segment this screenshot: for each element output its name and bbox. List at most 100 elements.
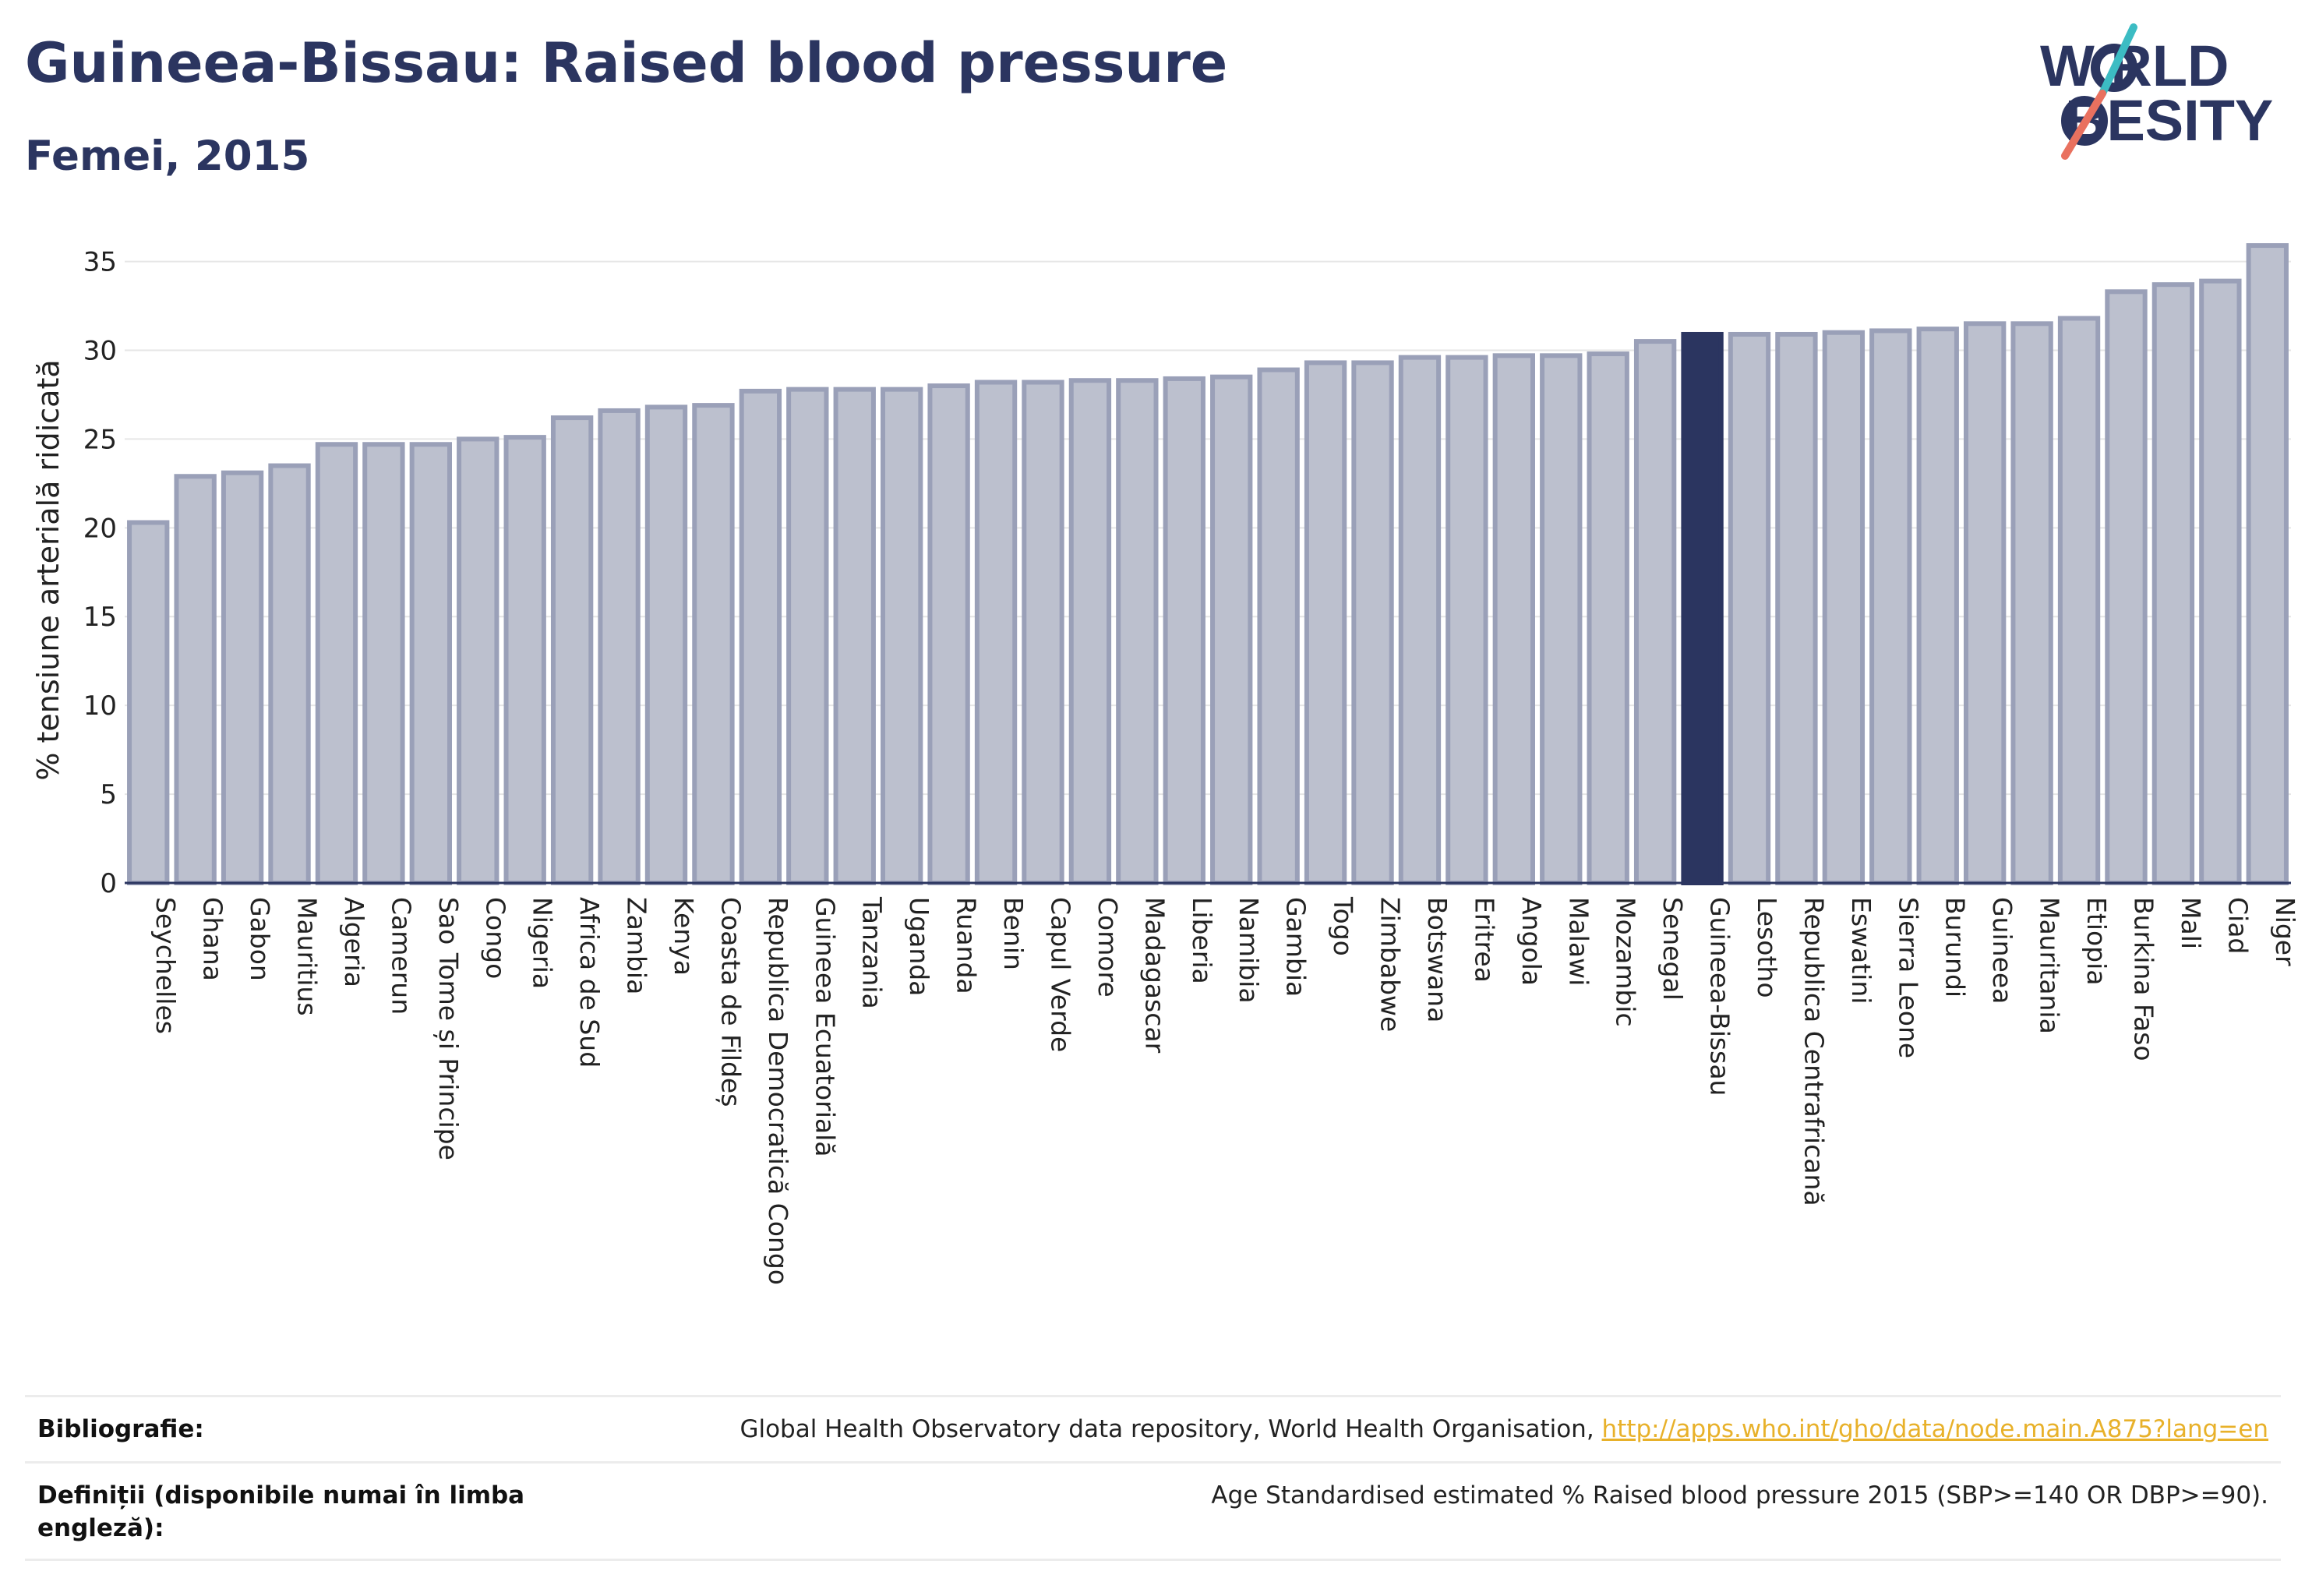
x-tick-label: Mali — [2176, 897, 2206, 949]
x-tick-label: Lesotho — [1752, 897, 1782, 998]
bar — [174, 474, 217, 885]
bar — [1210, 374, 1253, 885]
y-tick-label: 10 — [83, 690, 117, 722]
bar — [927, 383, 970, 885]
x-tick-label: Benin — [998, 897, 1029, 970]
bar — [1587, 351, 1629, 886]
bar — [2246, 243, 2289, 886]
bar — [1728, 331, 1771, 885]
y-tick-label: 15 — [83, 602, 117, 633]
x-tick-label: Ruanda — [951, 897, 982, 994]
x-tick-label: Mauritania — [2035, 897, 2065, 1034]
bar — [833, 387, 876, 885]
world-obesity-logo: W RLD BESITY — [2040, 23, 2273, 160]
bibliography-link[interactable]: http://apps.who.int/gho/data/node.main.A… — [1601, 1415, 2268, 1443]
bibliography-value: Global Health Observatory data repositor… — [740, 1413, 2268, 1446]
bar — [1304, 360, 1347, 886]
bar — [1445, 355, 1488, 886]
footer: Bibliografie: Global Health Observatory … — [25, 1395, 2281, 1561]
bar — [127, 520, 170, 885]
x-tick-label: Burkina Faso — [2128, 897, 2159, 1061]
x-tick-label: Camerun — [386, 897, 416, 1015]
bar — [2199, 278, 2242, 886]
bar — [1869, 328, 1912, 885]
bar — [315, 442, 358, 885]
x-axis-labels: Seychelles Ghana Gabon Mauritius Algeria Came… — [150, 896, 2300, 1285]
bibliography-row: Bibliografie: Global Health Observatory … — [25, 1395, 2281, 1461]
x-tick-label: Ciad — [2222, 897, 2253, 954]
bibliography-label: Bibliografie: — [37, 1415, 204, 1443]
bar — [2151, 282, 2195, 886]
x-tick-label: Mauritius — [292, 897, 323, 1016]
x-tick-label: Madagascar — [1139, 897, 1170, 1054]
bar — [739, 388, 782, 886]
x-tick-label: Republica Centrafricană — [1798, 897, 1829, 1206]
x-tick-label: Guineea-Bissau — [1705, 897, 1735, 1096]
x-tick-label: Guineea Ecuatorială — [810, 897, 840, 1157]
x-tick-label: Botswana — [1422, 897, 1453, 1022]
x-tick-label: Coasta de Fildeș — [715, 897, 746, 1107]
x-tick-label: Tanzania — [857, 896, 888, 1009]
x-tick-label: Senegal — [1657, 897, 1688, 1001]
x-tick-label: Zambia — [622, 897, 652, 994]
bar — [457, 436, 499, 885]
bar — [1964, 321, 2007, 886]
x-tick-label: Nigeria — [528, 897, 558, 989]
x-tick-label: Kenya — [669, 897, 699, 976]
bar — [409, 442, 452, 885]
x-tick-label: Algeria — [339, 897, 369, 987]
y-tick-label: 35 — [83, 247, 117, 278]
x-tick-label: Gambia — [1281, 897, 1311, 997]
bar — [598, 408, 641, 885]
bars — [127, 243, 2289, 886]
bar — [2057, 316, 2101, 886]
x-tick-label: Angola — [1516, 897, 1547, 986]
definitions-label: Definiții (disponibile numai în limba en… — [37, 1481, 525, 1542]
y-axis-ticks: 0 5 10 15 20 25 30 35 — [83, 247, 117, 899]
bar — [1633, 339, 1677, 885]
y-tick-label: 30 — [83, 335, 117, 366]
y-tick-label: 5 — [100, 779, 117, 810]
bar — [1775, 331, 1818, 885]
x-tick-label: Malawi — [1563, 897, 1594, 986]
x-tick-label: Uganda — [904, 897, 934, 996]
bar — [1351, 360, 1394, 886]
x-tick-label: Eswatini — [1846, 897, 1876, 1004]
bar — [644, 404, 688, 885]
x-tick-label: Sao Tome și Principe — [433, 897, 464, 1160]
x-tick-label: Comore — [1092, 897, 1123, 998]
x-tick-label: Seychelles — [150, 897, 181, 1034]
x-tick-label: Burundi — [1940, 897, 1971, 998]
bar — [1068, 378, 1112, 885]
bar — [881, 387, 923, 885]
bar — [692, 403, 735, 885]
bar — [1022, 380, 1064, 885]
chart-title: Guineea-Bissau: Raised blood pressure — [25, 31, 1228, 95]
y-tick-label: 20 — [83, 513, 117, 544]
x-tick-label: Togo — [1328, 896, 1358, 956]
x-tick-label: Liberia — [1187, 897, 1217, 984]
bar — [786, 387, 829, 885]
bar — [362, 442, 405, 885]
bar — [1540, 353, 1583, 886]
x-tick-label: Eritrea — [1469, 897, 1499, 983]
x-tick-label: Congo — [480, 897, 510, 979]
x-tick-label: Ghana — [198, 897, 228, 981]
x-tick-label: Gabon — [245, 897, 275, 981]
y-axis-label: % tensiune arterială ridicată — [31, 359, 65, 780]
bar — [221, 470, 264, 885]
definitions-value: Age Standardised estimated % Raised bloo… — [1211, 1481, 2268, 1509]
bar — [1916, 327, 1959, 885]
bar — [503, 435, 546, 885]
x-tick-label: Namibia — [1234, 897, 1264, 1004]
x-tick-label: Zimbabwe — [1375, 897, 1406, 1032]
bar-chart: 0 5 10 15 20 25 30 35 Seychelles Ghana Gabon Mauri… — [31, 243, 2300, 1285]
x-tick-label: Mozambic — [1611, 897, 1641, 1027]
bibliography-text: Global Health Observatory data repositor… — [740, 1415, 1602, 1443]
y-tick-label: 0 — [100, 868, 117, 899]
bar — [1116, 378, 1159, 885]
x-tick-label: Sierra Leone — [1893, 897, 1923, 1058]
bar — [2010, 321, 2053, 886]
x-tick-label: Guineea — [1987, 897, 2017, 1004]
bar — [550, 415, 594, 885]
